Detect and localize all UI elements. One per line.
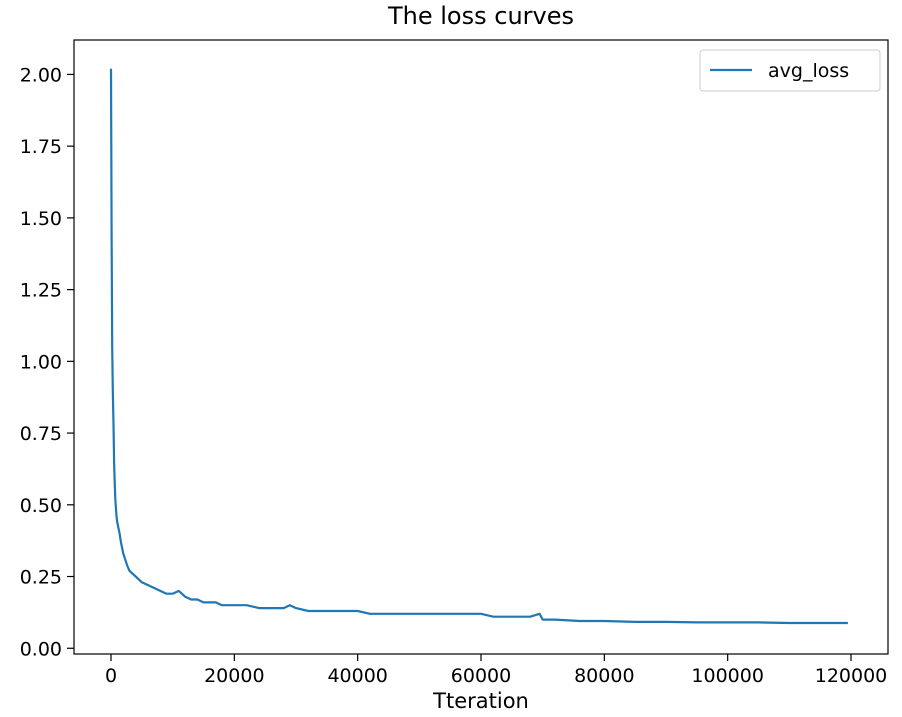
legend-box [699, 49, 881, 92]
y-tick-label: 1.75 [20, 136, 62, 158]
y-tick-label: 2.00 [20, 64, 62, 86]
y-tick-label: 0.75 [20, 423, 62, 445]
x-tick-label: 40000 [327, 665, 387, 687]
y-tick-label: 0.50 [20, 495, 62, 517]
chart-title: The loss curves [387, 2, 574, 30]
x-axis-title: Tteration [432, 689, 529, 713]
y-axis: 0.00 0.25 0.50 0.75 1.00 1.25 1.50 1.75 2.00 [20, 64, 74, 660]
y-tick-label: 1.50 [20, 208, 62, 230]
x-tick-label: 20000 [204, 665, 264, 687]
x-axis: 0 20000 40000 60000 80000 100000 120000 [105, 654, 887, 687]
y-tick-label: 1.25 [20, 280, 62, 302]
plot-frame [73, 39, 889, 655]
series-line-avg-loss [109, 68, 848, 625]
x-tick-label: 100000 [691, 665, 764, 687]
y-tick-label: 0.00 [20, 638, 62, 660]
x-tick-label: 60000 [451, 665, 511, 687]
legend-label-avg-loss: avg_loss [768, 60, 849, 82]
y-tick-label: 0.25 [20, 567, 62, 589]
x-tick-label: 0 [105, 665, 117, 687]
legend: avg_loss [699, 49, 881, 92]
x-tick-label: 120000 [815, 665, 888, 687]
y-tick-label: 1.00 [20, 351, 62, 373]
x-tick-label: 80000 [574, 665, 634, 687]
